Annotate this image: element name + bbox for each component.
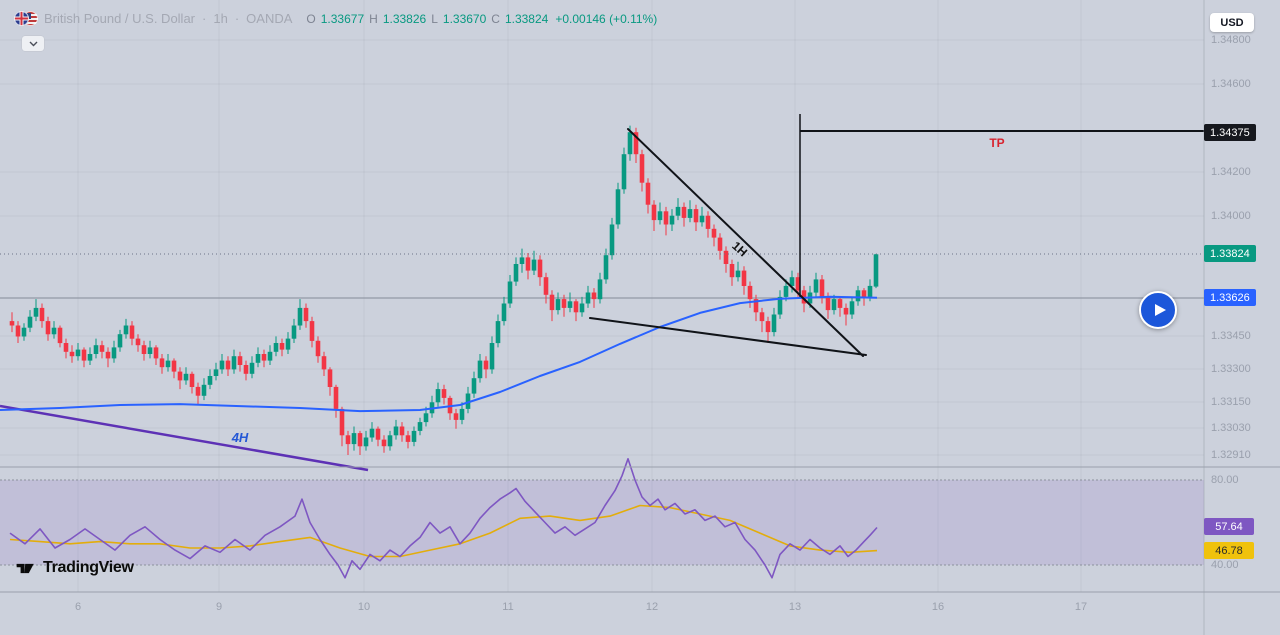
price-tick-label: 1.33300 [1211,363,1251,375]
price-badge-rsi-ma-value: 46.78 [1204,542,1254,559]
tradingview-logo[interactable]: TradingView [16,559,134,577]
ohlc-readout: O 1.33677 H 1.33826 L 1.33670 C 1.33824 +0.0… [306,12,657,26]
price-tick-label: 1.32910 [1211,449,1251,461]
play-icon [1154,304,1166,316]
time-axis[interactable]: 6 9 10 11 12 13 16 17 [0,592,1280,635]
time-tick-label: 17 [1074,601,1088,613]
label-4h: 4H [231,430,249,445]
price-badge-ma-price: 1.33626 [1204,289,1256,306]
change-value: +0.00146 (+0.11%) [555,11,658,26]
price-tick-label: 80.00 [1211,474,1239,486]
separator-dot: · [202,11,207,26]
trendline-lower[interactable] [589,317,867,356]
rsi-line [9,457,878,579]
time-tick-label: 10 [357,601,371,613]
candles-series [9,125,879,455]
currency-usd-button[interactable]: USD [1210,13,1254,32]
price-badge-last-price: 1.33824 [1204,245,1256,262]
grid [0,0,1204,592]
price-badge-rsi-value: 57.64 [1204,518,1254,535]
trendline-4h[interactable] [0,404,369,472]
legend-collapse-button[interactable] [22,36,44,51]
symbol-title[interactable]: British Pound / U.S. Dollar [44,11,196,26]
tradingview-logo-text: TradingView [43,559,134,576]
price-tick-label: 40.00 [1211,559,1239,571]
symbol-legend[interactable]: British Pound / U.S. Dollar · 1h · OANDA… [14,10,657,27]
separator-dot: · [234,11,240,26]
time-tick-label: 12 [645,601,659,613]
time-tick-label: 11 [502,601,514,613]
time-tick-label: 9 [215,601,223,613]
close-label: C [491,11,500,26]
high-value: 1.33826 [382,11,427,26]
exchange-label[interactable]: OANDA [246,11,293,26]
close-value: 1.33824 [504,11,549,26]
price-tick-label: 1.33450 [1211,330,1251,342]
label-1h: 1H [729,239,750,260]
price-tick-label: 1.33150 [1211,396,1251,408]
chevron-down-icon [29,41,37,46]
rsi-pane-background [0,479,1204,566]
tradingview-mark-icon [16,563,34,573]
price-badge-tp-level: 1.34375 [1204,124,1256,141]
currency-pair-flag-icon [14,10,38,27]
gbp-flag-icon [14,11,29,26]
price-tick-label: 1.34200 [1211,166,1251,178]
time-tick-label: 16 [931,601,945,613]
open-label: O [306,11,316,26]
time-tick-label: 13 [788,601,802,613]
price-axis[interactable]: 1.34800 1.34600 1.34200 1.34000 1.33450 1.333… [1204,0,1280,635]
low-value: 1.33670 [442,11,487,26]
tp-label: TP [989,136,1004,150]
open-value: 1.33677 [320,11,365,26]
low-label: L [431,11,438,26]
timeframe-label[interactable]: 1h [213,11,228,26]
price-tick-label: 1.33030 [1211,422,1251,434]
price-tick-label: 1.34600 [1211,78,1251,90]
price-tick-label: 1.34000 [1211,210,1251,222]
time-tick-label: 6 [74,601,82,613]
high-label: H [369,11,378,26]
trendline-upper[interactable] [627,128,864,357]
price-tick-label: 1.34800 [1211,34,1251,46]
moving-average-line [0,295,878,413]
play-button[interactable] [1139,291,1177,329]
